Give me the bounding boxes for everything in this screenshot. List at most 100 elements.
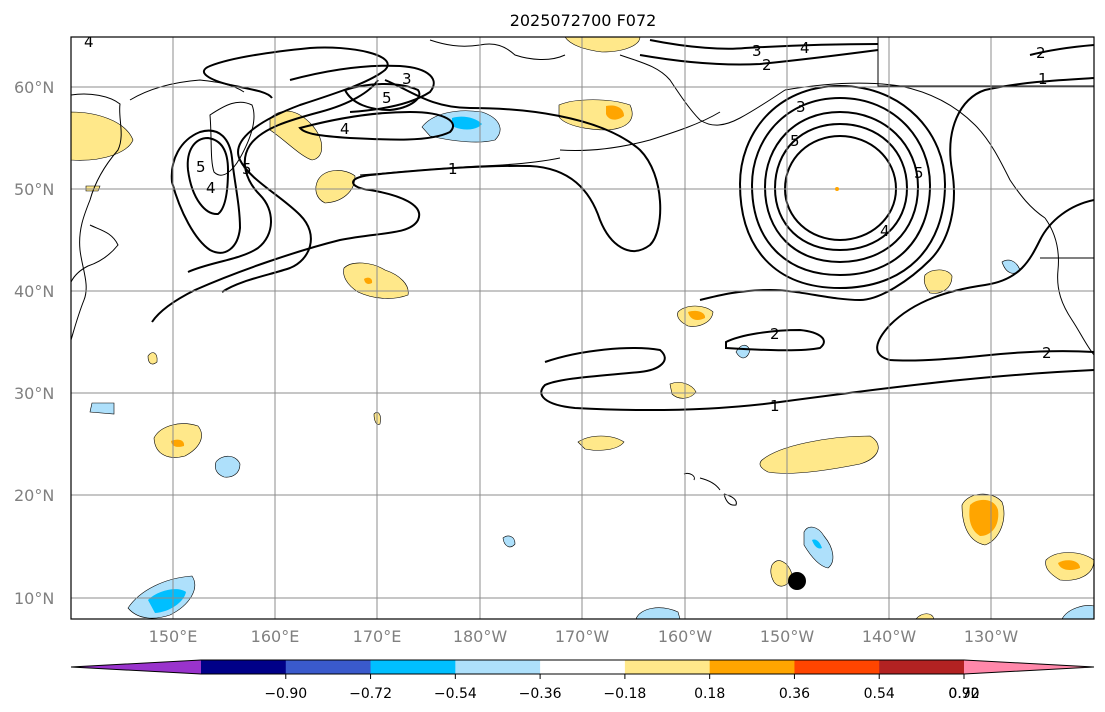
- contour-label: 1: [1038, 70, 1048, 88]
- colorbar-tick-label: 0.72: [948, 686, 979, 702]
- colorbar-segment: [455, 660, 541, 674]
- colorbar-segment: [201, 660, 287, 674]
- colorbar: −0.90 −0.72 −0.54 −0.36 −0.18 0.18 0.36 0.54 0.7…: [70, 659, 1095, 702]
- contour-label: 1: [448, 160, 458, 178]
- contour-label: 4: [84, 33, 94, 51]
- colorbar-segment: [370, 660, 456, 674]
- lat-label-50: 50°N: [14, 180, 54, 199]
- coast-asia-east: [71, 93, 122, 341]
- contour-low-center-3: [773, 122, 909, 252]
- contour-label: 2: [1042, 344, 1052, 362]
- small-dot-marker: [835, 187, 839, 191]
- patch-orange-12: [1058, 560, 1080, 571]
- patch-blue-6: [1061, 605, 1094, 619]
- patch-yellow-2: [315, 170, 356, 204]
- patch-yellow-7: [669, 382, 697, 399]
- patch-blue-9: [502, 535, 516, 548]
- contour-5-mid: [343, 83, 421, 112]
- colorbar-extend-low: [71, 660, 201, 674]
- contour-5-west: [186, 136, 230, 215]
- contour-label: 5: [242, 160, 252, 178]
- contour-2-ne: [1029, 44, 1094, 56]
- lon-label-160e: 160°E: [251, 627, 300, 646]
- colorbar-tick-label: 0.90: [948, 686, 979, 702]
- colorbar-segment: [794, 660, 880, 674]
- patch-cyan-4: [148, 589, 186, 613]
- patch-yellow-top: [564, 37, 641, 53]
- contour-2-north: [639, 49, 879, 66]
- contour-4-loop: [298, 110, 455, 141]
- contour-1-west: [151, 79, 662, 323]
- contour-4-west: [170, 129, 242, 254]
- patch-yellow-10: [759, 435, 879, 474]
- patch-blue-10: [735, 344, 751, 359]
- coast-hawaii: [683, 473, 737, 506]
- colorbar-tick-label: 0.18: [694, 686, 725, 702]
- patch-orange-8: [171, 439, 185, 447]
- coast-japan: [71, 224, 119, 283]
- contour-3-loop: [289, 64, 435, 113]
- patch-cyan-1: [452, 116, 482, 130]
- lat-label-30: 30°N: [14, 384, 54, 403]
- contour-label: 5: [914, 164, 924, 182]
- colorbar-tick-label: −0.36: [519, 686, 562, 702]
- contour-low-center-2: [763, 110, 920, 264]
- contour-label: 2: [770, 325, 780, 343]
- latitude-labels: 60°N 50°N 40°N 30°N 20°N 10°N: [14, 78, 54, 608]
- colorbar-tick-label: −0.90: [264, 686, 307, 702]
- patch-orange-4: [364, 277, 373, 284]
- colorbar-extend-high: [964, 660, 1094, 674]
- map-plot-area: 1 1 1 2 2 2 2 3 3 3 4 4 4 4 4 5 5 5 5 5: [71, 33, 1094, 619]
- patch-cyan-3: [812, 539, 822, 549]
- contour-lines: [151, 39, 1094, 411]
- contour-label: 3: [402, 70, 412, 88]
- contour-1-south: [540, 347, 1094, 411]
- contour-label: 2: [1036, 44, 1046, 62]
- colorbar-tick-label: 0.54: [864, 686, 895, 702]
- colorbar-segment: [285, 660, 372, 674]
- coast-sea-okhotsk: [129, 79, 245, 101]
- contour-low-center-1: [750, 96, 932, 277]
- colorbar-tick-label: −0.72: [349, 686, 392, 702]
- contour-label: 4: [880, 222, 890, 240]
- patch-orange-3: [606, 105, 624, 120]
- contour-3-north: [649, 39, 879, 50]
- colorbar-segment: [879, 660, 965, 674]
- contour-1-east: [699, 77, 1094, 302]
- contour-label: 2: [762, 56, 772, 74]
- colorbar-tick-label: −0.18: [603, 686, 646, 702]
- coast-alaska-north: [429, 39, 566, 60]
- patch-blue-8: [89, 402, 115, 415]
- coast-canada-border: [877, 37, 1094, 87]
- patch-yellow-4: [343, 262, 409, 299]
- patch-blue-5: [635, 607, 681, 619]
- lon-label-150w: 150°W: [760, 627, 815, 646]
- colorbar-tick-label: 0.36: [779, 686, 810, 702]
- coast-alaska-peninsula: [559, 111, 721, 151]
- location-marker: [788, 572, 806, 590]
- colorbar-tick-label: −0.54: [434, 686, 477, 702]
- longitude-labels: 150°E 160°E 170°E 180°W 170°W 160°W 150°…: [149, 627, 1019, 646]
- lon-label-180w: 180°W: [453, 627, 508, 646]
- colorbar-outline: [70, 659, 1095, 675]
- contour-label-group: 1 1 1 2 2 2 2 3 3 3 4 4 4 4 4 5 5 5 5 5: [84, 33, 1052, 415]
- contour-label: 3: [752, 42, 762, 60]
- contour-2-mid: [725, 328, 825, 352]
- contour-3-west: [187, 79, 379, 273]
- lon-label-170e: 170°E: [353, 627, 402, 646]
- contour-label: 5: [790, 132, 800, 150]
- patch-yellow-9: [577, 435, 625, 451]
- lon-label-160w: 160°W: [658, 627, 713, 646]
- lon-label-140w: 140°W: [862, 627, 917, 646]
- contour-low-center-5: [738, 84, 947, 290]
- colorbar-segment: [709, 660, 795, 674]
- patch-orange-5: [688, 310, 706, 320]
- coast-bc-coast: [1044, 217, 1094, 356]
- lon-label-150e: 150°E: [149, 627, 198, 646]
- contour-label: 4: [800, 39, 810, 57]
- contour-label: 4: [340, 120, 350, 138]
- contour-low-center-4: [783, 134, 898, 242]
- lon-label-170w: 170°W: [555, 627, 610, 646]
- patch-yellow-6: [923, 269, 953, 294]
